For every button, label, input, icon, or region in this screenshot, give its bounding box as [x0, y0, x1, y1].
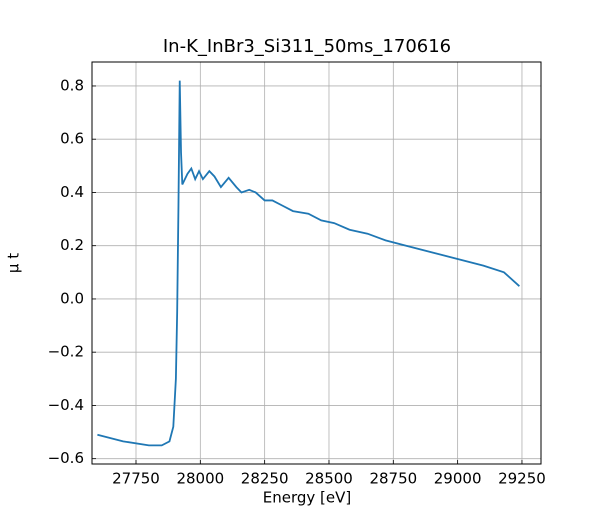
y-tick-label: 0.0: [60, 289, 84, 307]
x-tick-label: 28000: [176, 470, 224, 488]
x-axis-label: Energy [eV]: [263, 489, 351, 507]
y-axis-label: μ t: [5, 253, 23, 273]
x-tick-label: 27750: [112, 470, 160, 488]
y-tick-label: 0.8: [60, 76, 84, 94]
chart-title: In-K_InBr3_Si311_50ms_170616: [163, 36, 451, 57]
data-line: [97, 80, 520, 447]
x-tick-label: 28250: [241, 470, 289, 488]
x-tick-label: 29000: [434, 470, 482, 488]
y-tick-label: −0.6: [48, 449, 84, 467]
y-tick-label: −0.2: [48, 343, 84, 361]
y-tick-label: −0.4: [48, 396, 84, 414]
y-tick-label: 0.4: [60, 183, 84, 201]
x-tick-label: 28750: [369, 470, 417, 488]
y-tick-label: 0.2: [60, 236, 84, 254]
plot-frame: [91, 61, 542, 465]
y-tick-label: 0.6: [60, 130, 84, 148]
x-tick-label: 28500: [305, 470, 353, 488]
x-tick-label: 29250: [498, 470, 546, 488]
